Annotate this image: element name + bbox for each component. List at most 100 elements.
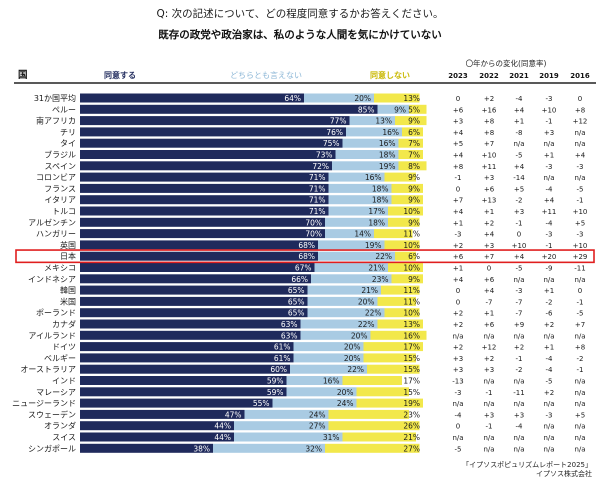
label-neither: 16% <box>382 128 399 137</box>
change-cell: +2 <box>484 219 494 227</box>
change-cell: -3 <box>546 411 553 419</box>
change-cell: n/a <box>483 400 494 408</box>
change-cell: n/a <box>574 140 585 148</box>
country-label: ハンガリー <box>36 229 76 239</box>
change-cell: -14 <box>513 174 525 182</box>
label-disagree: 8% <box>408 162 420 171</box>
change-cell: +10 <box>573 208 588 216</box>
change-cell: n/a <box>543 434 554 442</box>
header-country: 国 <box>18 70 28 81</box>
change-cell: -4 <box>455 411 463 419</box>
label-neither: 24% <box>337 399 354 408</box>
bar-disagree <box>374 93 420 103</box>
statement-title: 既存の政党や政治家は、私のような人間を気にかけていない <box>158 29 442 41</box>
label-disagree: 11% <box>403 297 420 306</box>
bar-neither <box>213 443 325 453</box>
change-cell: +7 <box>453 197 463 205</box>
bar-neither <box>318 251 395 261</box>
change-cell: +6 <box>484 321 495 329</box>
country-label: スウェーデン <box>28 409 76 419</box>
bar-agree <box>80 376 287 385</box>
bar-agree <box>80 274 311 284</box>
label-neither: 24% <box>309 410 326 419</box>
bar-disagree <box>377 319 423 329</box>
bar-agree <box>80 138 343 148</box>
label-agree: 71% <box>309 207 326 216</box>
bar-agree <box>80 443 213 453</box>
change-cell: -7 <box>516 298 523 306</box>
label-disagree: 7% <box>408 151 420 160</box>
label-agree: 85% <box>358 105 375 114</box>
change-cell: +11 <box>482 163 497 171</box>
country-label: 31か国平均 <box>34 93 76 103</box>
label-disagree: 27% <box>403 444 420 453</box>
bar-disagree <box>356 387 409 397</box>
country-label: フランス <box>44 184 76 193</box>
country-label: マレーシア <box>36 388 76 397</box>
label-disagree: 9% <box>408 184 420 193</box>
bar-neither <box>300 330 371 340</box>
label-neither: 22% <box>365 309 382 318</box>
country-label: タイ <box>60 139 76 148</box>
bar-agree <box>80 409 245 419</box>
change-cell: -1 <box>486 423 493 431</box>
label-disagree: 11% <box>403 230 420 239</box>
country-label: メキシコ <box>44 264 76 273</box>
label-neither: 22% <box>358 320 375 329</box>
bar-disagree <box>388 217 420 227</box>
bar-disagree <box>342 432 416 442</box>
change-cell: -1 <box>577 366 584 374</box>
change-cell: -5 <box>577 310 584 318</box>
change-cell: n/a <box>483 434 494 442</box>
change-cell: +4 <box>514 163 525 171</box>
label-agree: 72% <box>312 162 329 171</box>
label-disagree: 15% <box>403 354 420 363</box>
country-label: イタリア <box>44 196 76 205</box>
bar-disagree <box>325 443 420 453</box>
year-header: 2016 <box>570 72 590 80</box>
change-cell: +3 <box>484 174 494 182</box>
change-cell: +10 <box>512 242 527 250</box>
bar-agree <box>80 285 308 295</box>
change-cell: 0 <box>456 298 460 306</box>
label-agree: 55% <box>253 399 270 408</box>
bar-disagree <box>384 308 420 318</box>
label-neither: 20% <box>337 388 354 397</box>
change-cell: +3 <box>453 355 463 363</box>
change-cell: +13 <box>482 197 497 205</box>
label-agree: 70% <box>305 230 322 239</box>
change-cell: -3 <box>455 389 462 397</box>
label-disagree: 15% <box>403 388 420 397</box>
change-cell: -3 <box>577 163 584 171</box>
change-cell: +5 <box>514 185 524 193</box>
bar-disagree <box>391 183 423 193</box>
change-cell: +7 <box>575 321 585 329</box>
label-disagree: 6% <box>408 252 420 261</box>
label-disagree: 13% <box>403 94 420 103</box>
label-neither: 14% <box>354 230 371 239</box>
bar-disagree <box>398 150 423 159</box>
country-label: 英国 <box>60 240 76 250</box>
change-cell: +4 <box>484 287 495 295</box>
change-cell: n/a <box>574 129 585 137</box>
change-cell: +9 <box>514 321 524 329</box>
label-disagree: 9% <box>408 196 420 205</box>
change-cell: +1 <box>484 310 494 318</box>
bar-agree <box>80 206 329 216</box>
year-header: 2021 <box>509 72 529 80</box>
change-cell: n/a <box>483 378 494 386</box>
change-cell: 0 <box>578 287 582 295</box>
country-label: 韓国 <box>60 285 76 295</box>
change-cell: +2 <box>484 95 494 103</box>
country-label: 日本 <box>60 251 76 261</box>
label-neither: 21% <box>368 264 385 273</box>
change-cell: -5 <box>516 265 523 273</box>
bar-agree <box>80 263 315 272</box>
change-cell: +6 <box>484 185 495 193</box>
change-cell: -4 <box>546 185 554 193</box>
bar-agree <box>80 172 329 182</box>
label-agree: 73% <box>316 151 333 160</box>
bar-disagree <box>398 138 423 148</box>
change-cell: -1 <box>546 118 553 126</box>
